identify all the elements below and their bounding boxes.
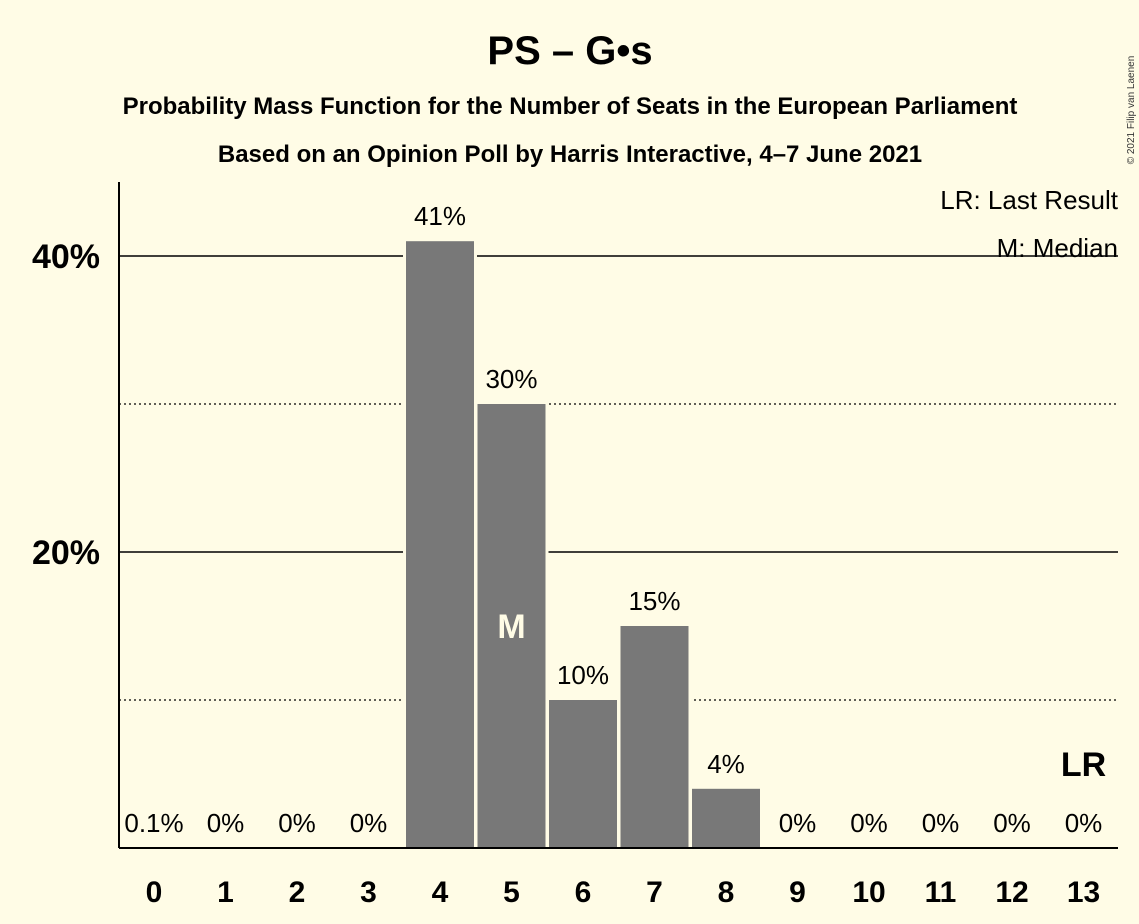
x-tick-label: 9	[789, 876, 806, 909]
bar-value-label: 0%	[207, 808, 245, 838]
bar-value-label: 30%	[485, 364, 537, 394]
bar	[406, 241, 474, 848]
bar-value-label: 0.1%	[124, 808, 183, 838]
bar	[620, 626, 689, 848]
bar-value-label: 10%	[557, 660, 609, 690]
bar-value-label: 4%	[707, 749, 745, 779]
x-tick-label: 11	[925, 876, 957, 909]
bar-value-label: 41%	[414, 201, 466, 231]
legend-median: M: Median	[997, 233, 1118, 263]
bar-value-label: 0%	[1065, 808, 1103, 838]
y-tick-labels: 20% 40%	[32, 238, 100, 572]
x-tick-label: 7	[646, 876, 663, 909]
bars-group	[403, 238, 763, 848]
bar-value-label: 0%	[993, 808, 1031, 838]
x-tick-label: 2	[289, 876, 306, 909]
median-marker: M	[497, 608, 525, 646]
chart-title: PS – G•s	[487, 29, 652, 73]
chart-subtitle-1: Probability Mass Function for the Number…	[123, 93, 1018, 120]
bar-value-label: 0%	[779, 808, 817, 838]
x-tick-label: 13	[1067, 876, 1100, 909]
y-tick-label: 40%	[32, 238, 100, 276]
bar-value-label: 0%	[922, 808, 960, 838]
bar-value-label: 15%	[628, 586, 680, 616]
x-tick-label: 5	[503, 876, 520, 909]
x-tick-label: 6	[575, 876, 592, 909]
bar-value-label: 0%	[278, 808, 316, 838]
legend-last-result: LR: Last Result	[940, 185, 1119, 215]
x-tick-label: 3	[360, 876, 377, 909]
bar-value-label: 0%	[350, 808, 388, 838]
x-tick-label: 1	[217, 876, 234, 909]
copyright-note: © 2021 Filip van Laenen	[1126, 56, 1137, 165]
x-tick-label: 12	[995, 876, 1028, 909]
bar	[549, 700, 617, 848]
chart-subtitle-2: Based on an Opinion Poll by Harris Inter…	[218, 141, 922, 168]
last-result-marker: LR	[1061, 746, 1106, 784]
grid-lines	[119, 255, 1118, 701]
y-tick-label: 20%	[32, 534, 100, 572]
x-tick-label: 4	[432, 876, 449, 909]
x-tick-label: 10	[852, 876, 885, 909]
x-tick-labels: 0 1 2 3 4 5 6 7 8 9 10 11 12 13	[146, 876, 1101, 909]
x-tick-label: 8	[718, 876, 735, 909]
bar	[477, 404, 546, 848]
markers-group: M LR	[497, 608, 1106, 784]
bar	[692, 788, 760, 848]
bar-value-label: 0%	[850, 808, 888, 838]
x-tick-label: 0	[146, 876, 163, 909]
value-labels-group: 0.1% 0% 0% 0% 41% 30% 10% 15% 4% 0% 0% 0% 0% 0%	[124, 201, 1102, 838]
